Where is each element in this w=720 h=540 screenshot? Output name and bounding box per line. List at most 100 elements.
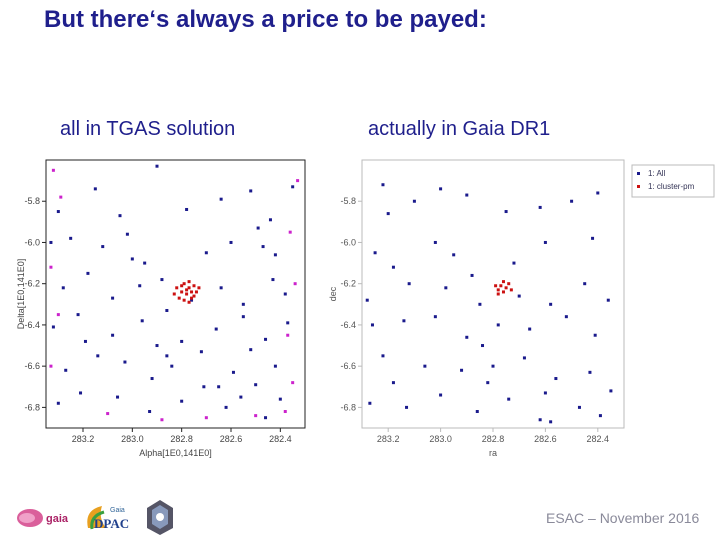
data-point <box>118 214 122 218</box>
y-tick-label: -6.6 <box>340 361 356 371</box>
data-point <box>185 207 189 211</box>
data-point <box>187 286 191 290</box>
data-point <box>185 288 189 292</box>
data-point <box>187 280 191 284</box>
data-point <box>365 298 369 302</box>
data-point <box>264 337 268 341</box>
data-point <box>123 360 127 364</box>
data-point <box>528 327 532 331</box>
x-axis-label: Alpha[1E0,141E0] <box>139 448 212 458</box>
data-point <box>187 300 191 304</box>
data-point <box>283 292 287 296</box>
data-point <box>293 282 297 286</box>
dpac-big-text: DPAC <box>94 516 129 531</box>
y-axis-label: Delta[1E0,141E0] <box>16 259 26 330</box>
data-point <box>273 364 277 368</box>
data-point <box>241 302 245 306</box>
legend-box <box>631 164 715 198</box>
y-tick-label: -5.8 <box>24 196 40 206</box>
data-point <box>439 393 443 397</box>
data-point <box>271 278 275 282</box>
data-point <box>69 236 73 240</box>
y-axis-label: dec <box>328 286 338 301</box>
footer-text: ESAC – November 2016 <box>546 510 700 526</box>
series-edge <box>49 168 300 422</box>
data-point <box>564 315 568 319</box>
data-point <box>549 302 553 306</box>
data-point <box>185 292 189 296</box>
x-tick-label: 283.0 <box>429 434 452 444</box>
y-tick-label: -6.8 <box>24 402 40 412</box>
y-tick-label: -6.2 <box>24 279 40 289</box>
data-point <box>407 282 411 286</box>
data-point <box>405 405 409 409</box>
data-point <box>381 354 385 358</box>
data-point <box>504 210 508 214</box>
data-point <box>444 286 448 290</box>
left-caption: all in TGAS solution <box>60 118 236 140</box>
data-point <box>61 286 65 290</box>
data-point <box>165 308 169 312</box>
data-point <box>452 253 456 257</box>
data-point <box>49 240 53 244</box>
data-point <box>229 240 233 244</box>
data-point <box>268 218 272 222</box>
data-point <box>264 416 268 420</box>
data-point <box>143 261 147 265</box>
x-tick-label: 282.8 <box>170 434 193 444</box>
data-point <box>192 284 196 288</box>
series-all <box>49 164 295 420</box>
data-point <box>278 397 282 401</box>
data-point <box>148 410 152 414</box>
data-point <box>517 294 521 298</box>
data-point <box>465 193 469 197</box>
data-point <box>170 364 174 368</box>
x-tick-label: 282.8 <box>482 434 505 444</box>
data-point <box>239 395 243 399</box>
data-point <box>190 298 194 302</box>
data-point <box>93 187 97 191</box>
data-point <box>199 350 203 354</box>
data-point <box>486 381 490 385</box>
data-point <box>180 290 184 294</box>
data-point <box>182 282 186 286</box>
data-point <box>273 253 277 257</box>
data-point <box>49 364 53 368</box>
data-point <box>583 282 587 286</box>
series-1-cluster-pm <box>494 280 513 296</box>
dpac-logo: Gaia DPAC <box>80 498 138 536</box>
data-point <box>423 364 427 368</box>
data-point <box>591 236 595 240</box>
data-point <box>543 240 547 244</box>
data-point <box>577 405 581 409</box>
x-tick-label: 282.6 <box>220 434 243 444</box>
data-point <box>522 356 526 360</box>
data-point <box>460 368 464 372</box>
data-point <box>291 381 295 385</box>
data-point <box>402 319 406 323</box>
data-point <box>433 240 437 244</box>
data-point <box>59 195 63 199</box>
data-point <box>111 333 115 337</box>
data-point <box>606 298 610 302</box>
data-point <box>165 354 169 358</box>
slide-title: But there‘s always a price to be payed: <box>44 6 487 33</box>
data-point <box>554 377 558 381</box>
data-point <box>512 261 516 265</box>
data-point <box>231 370 235 374</box>
y-tick-label: -5.8 <box>340 196 356 206</box>
data-point <box>197 286 201 290</box>
data-point <box>291 185 295 189</box>
data-point <box>478 302 482 306</box>
data-point <box>598 414 602 418</box>
esa-logo <box>142 498 178 536</box>
data-point <box>465 335 469 339</box>
data-point <box>391 381 395 385</box>
data-point <box>593 333 597 337</box>
y-tick-label: -6.4 <box>24 320 40 330</box>
data-point <box>286 333 290 337</box>
data-point <box>286 321 290 325</box>
data-point <box>507 397 511 401</box>
data-point <box>249 348 253 352</box>
